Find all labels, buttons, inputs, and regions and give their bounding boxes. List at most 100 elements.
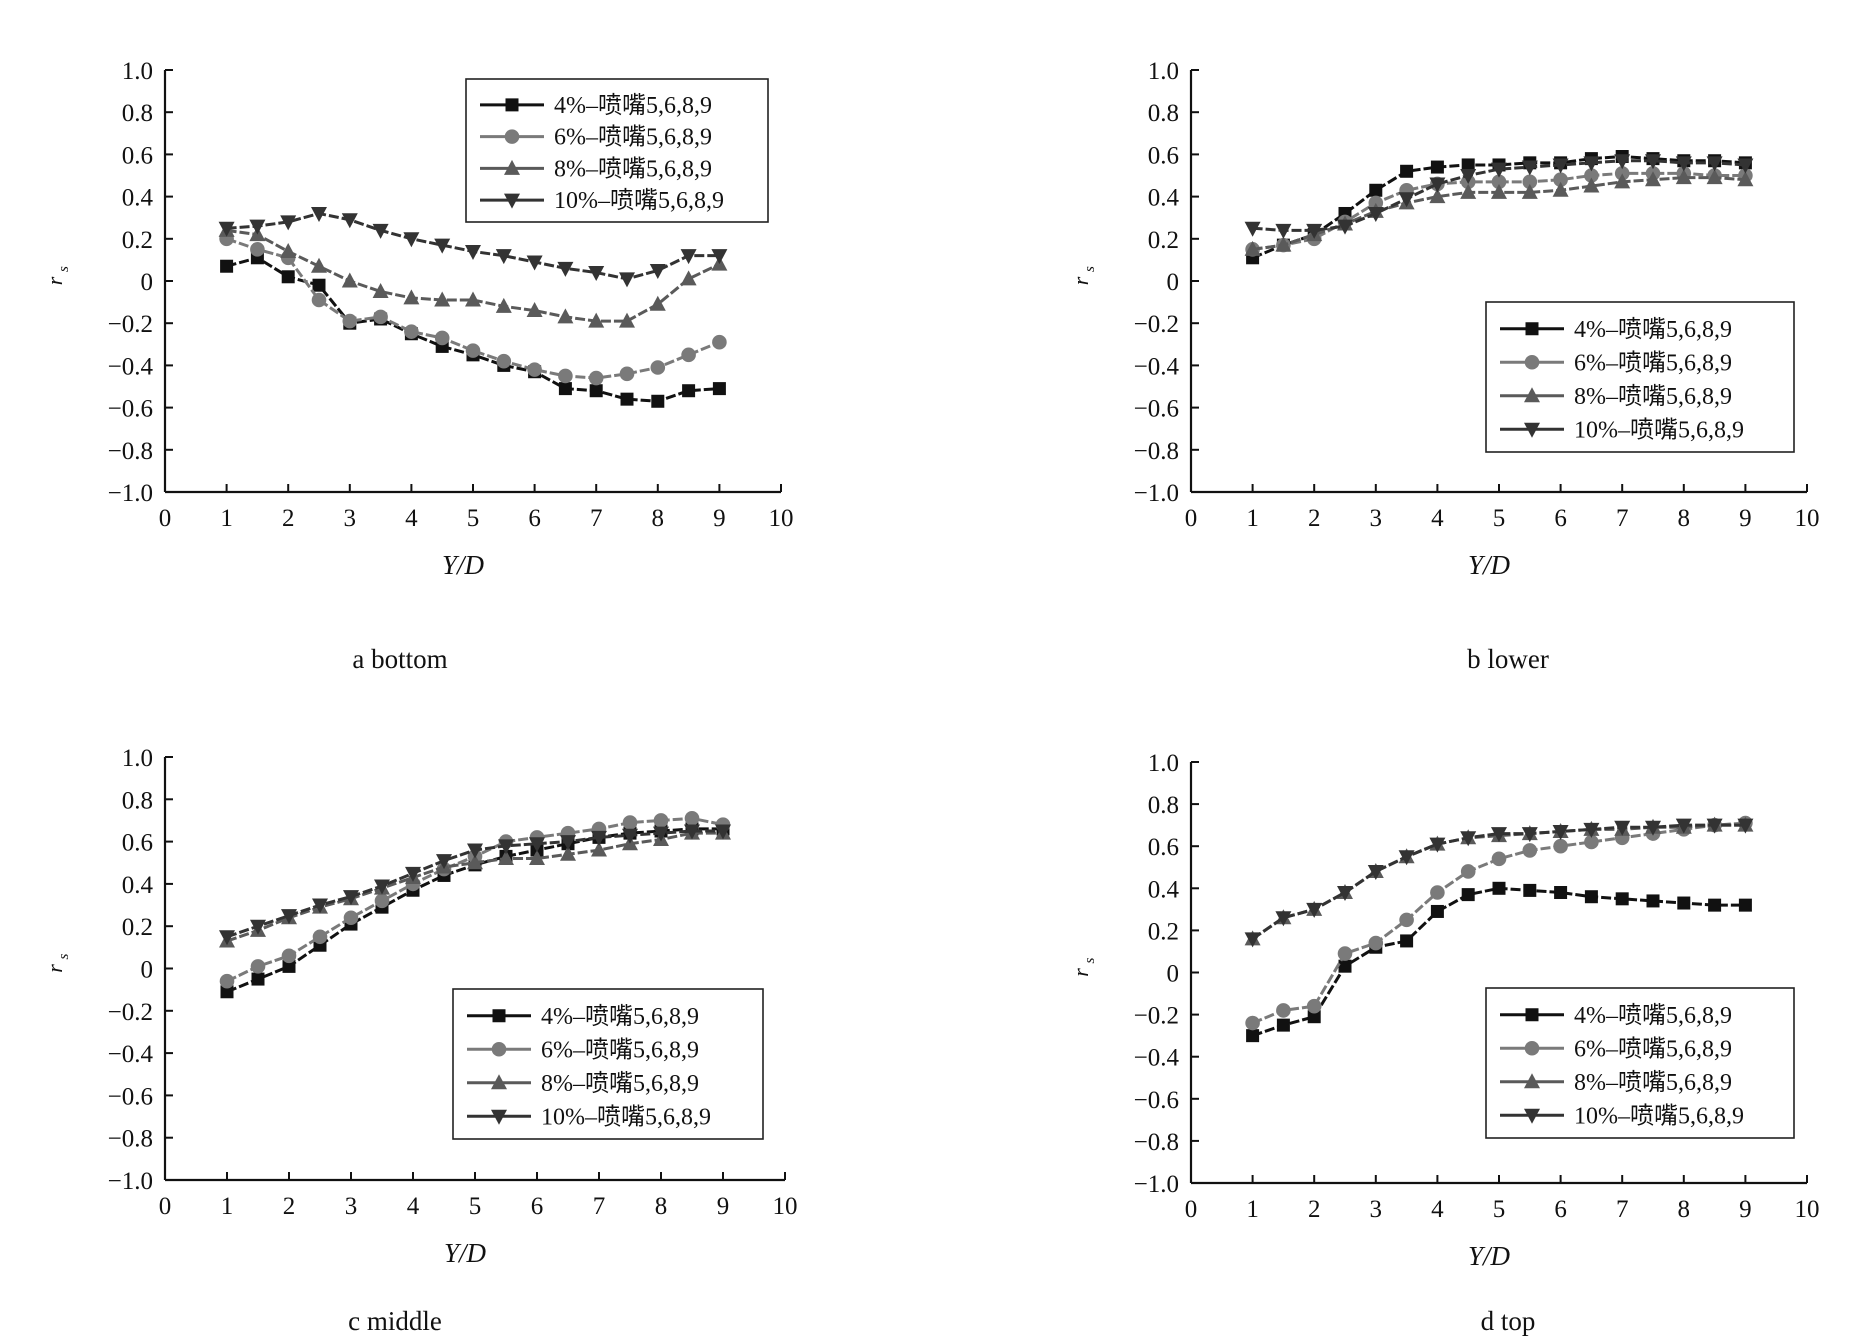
legend-label-1: 6%–喷嘴5,6,8,9 (1574, 349, 1732, 376)
data-point-series-3 (653, 826, 669, 842)
y-tick-label: 0.4 (1148, 185, 1180, 212)
legend-marker-0 (505, 98, 519, 112)
y-tick-label: −0.8 (1134, 1129, 1179, 1156)
y-tick-label: 0.6 (122, 830, 153, 857)
x-tick-label: 10 (773, 1193, 798, 1220)
data-point-series-2 (591, 841, 607, 857)
x-tick-label: 2 (1308, 505, 1321, 532)
x-tick-label: 7 (1616, 505, 1629, 532)
data-point-series-0 (1276, 1018, 1290, 1032)
data-point-series-1 (1553, 172, 1568, 188)
y-tick-label: 0 (141, 269, 154, 296)
x-axis-title: Y/D (1468, 550, 1511, 580)
data-point-series-3 (711, 249, 728, 265)
data-point-series-3 (1521, 160, 1538, 176)
data-point-series-1 (343, 910, 359, 926)
data-point-series-0 (1461, 158, 1475, 172)
data-point-series-3 (1337, 219, 1353, 235)
data-point-series-1 (1399, 912, 1414, 928)
legend-label-0: 4%–喷嘴5,6,8,9 (541, 1003, 699, 1030)
data-point-series-3 (1675, 156, 1692, 172)
legend-label-1: 6%–喷嘴5,6,8,9 (554, 124, 712, 151)
data-point-series-3 (436, 854, 452, 870)
data-point-series-3 (280, 215, 297, 231)
data-point-series-2 (403, 289, 420, 305)
y-tick-label: −0.4 (108, 1041, 154, 1068)
data-point-series-2 (560, 845, 576, 861)
x-tick-label: 8 (655, 1193, 668, 1220)
legend-label-1: 6%–喷嘴5,6,8,9 (1574, 1035, 1732, 1062)
data-point-series-3 (619, 272, 635, 288)
x-tick-label: 0 (159, 505, 172, 532)
legend-label-3: 10%–喷嘴5,6,8,9 (1574, 416, 1744, 443)
y-tick-label: −0.2 (108, 999, 153, 1026)
data-point-series-3 (1583, 156, 1600, 172)
data-point-series-3 (1521, 827, 1538, 843)
y-tick-label: −1.0 (108, 480, 153, 507)
y-tick-label: 0 (1167, 269, 1180, 296)
y-tick-label: 0 (141, 957, 154, 984)
data-point-series-2 (434, 291, 451, 307)
x-axis-title: Y/D (1468, 1241, 1511, 1271)
x-tick-label: 0 (159, 1193, 172, 1220)
legend-marker-0 (1525, 322, 1539, 336)
x-tick-label: 9 (717, 1193, 730, 1220)
y-tick-label: −1.0 (1134, 1171, 1179, 1198)
x-tick-label: 9 (713, 505, 726, 532)
data-point-series-3 (1552, 158, 1569, 174)
legend-label-1: 6%–喷嘴5,6,8,9 (541, 1036, 699, 1063)
x-tick-label: 7 (593, 1193, 606, 1220)
data-point-series-2 (1429, 188, 1446, 204)
data-point-series-1 (712, 334, 727, 350)
x-tick-label: 5 (1493, 505, 1506, 532)
data-point-series-3 (249, 219, 266, 235)
panel-caption: d top (1481, 1306, 1536, 1336)
legend-marker-2 (491, 1074, 507, 1090)
data-point-series-1 (1430, 885, 1445, 900)
x-tick-label: 9 (1739, 505, 1752, 532)
data-point-series-3 (1429, 837, 1446, 853)
data-point-series-1 (496, 353, 512, 369)
data-point-series-3 (684, 824, 700, 840)
data-point-series-0 (1708, 898, 1722, 912)
y-tick-label: 0 (1167, 961, 1180, 988)
x-tick-label: 2 (282, 505, 295, 532)
data-point-series-0 (589, 384, 603, 398)
y-tick-label: −1.0 (1134, 480, 1179, 507)
data-point-series-1 (1306, 998, 1322, 1014)
data-point-series-3 (526, 255, 543, 271)
data-point-series-0 (558, 382, 572, 396)
data-point-series-3 (1275, 223, 1292, 239)
data-point-series-1 (250, 242, 265, 257)
data-point-series-3 (434, 238, 451, 254)
data-point-series-3 (1460, 831, 1477, 847)
y-axis-title-main: r (42, 276, 67, 285)
data-point-series-1 (1584, 168, 1599, 183)
data-point-series-1 (1368, 935, 1384, 951)
data-point-series-2 (341, 272, 358, 288)
y-tick-label: 1.0 (122, 745, 153, 772)
data-point-series-3 (1583, 822, 1600, 838)
x-tick-label: 10 (1795, 1196, 1820, 1223)
x-tick-label: 5 (469, 1193, 482, 1220)
data-point-series-3 (1460, 169, 1477, 184)
y-tick-label: −0.6 (108, 396, 153, 423)
legend: 4%–喷嘴5,6,8,9 6%–喷嘴5,6,8,9 8%–喷嘴5,6,8,9 10%–… (452, 988, 764, 1140)
data-point-series-3 (372, 223, 389, 239)
x-tick-label: 7 (1616, 1196, 1629, 1223)
legend-marker-1 (504, 129, 520, 144)
data-point-series-3 (715, 824, 731, 840)
data-point-series-3 (465, 244, 481, 260)
data-point-series-1 (1584, 834, 1599, 850)
panel-caption: c middle (348, 1306, 442, 1336)
y-tick-label: 0.8 (1148, 792, 1179, 819)
data-point-series-2 (649, 295, 666, 311)
data-point-series-0 (1554, 886, 1568, 900)
data-point-series-3 (311, 206, 327, 222)
x-tick-label: 7 (590, 505, 603, 532)
data-point-series-3 (1645, 154, 1661, 170)
data-point-series-2 (465, 291, 481, 307)
y-tick-label: 0.4 (1148, 876, 1180, 903)
y-tick-label: −0.8 (108, 438, 153, 465)
